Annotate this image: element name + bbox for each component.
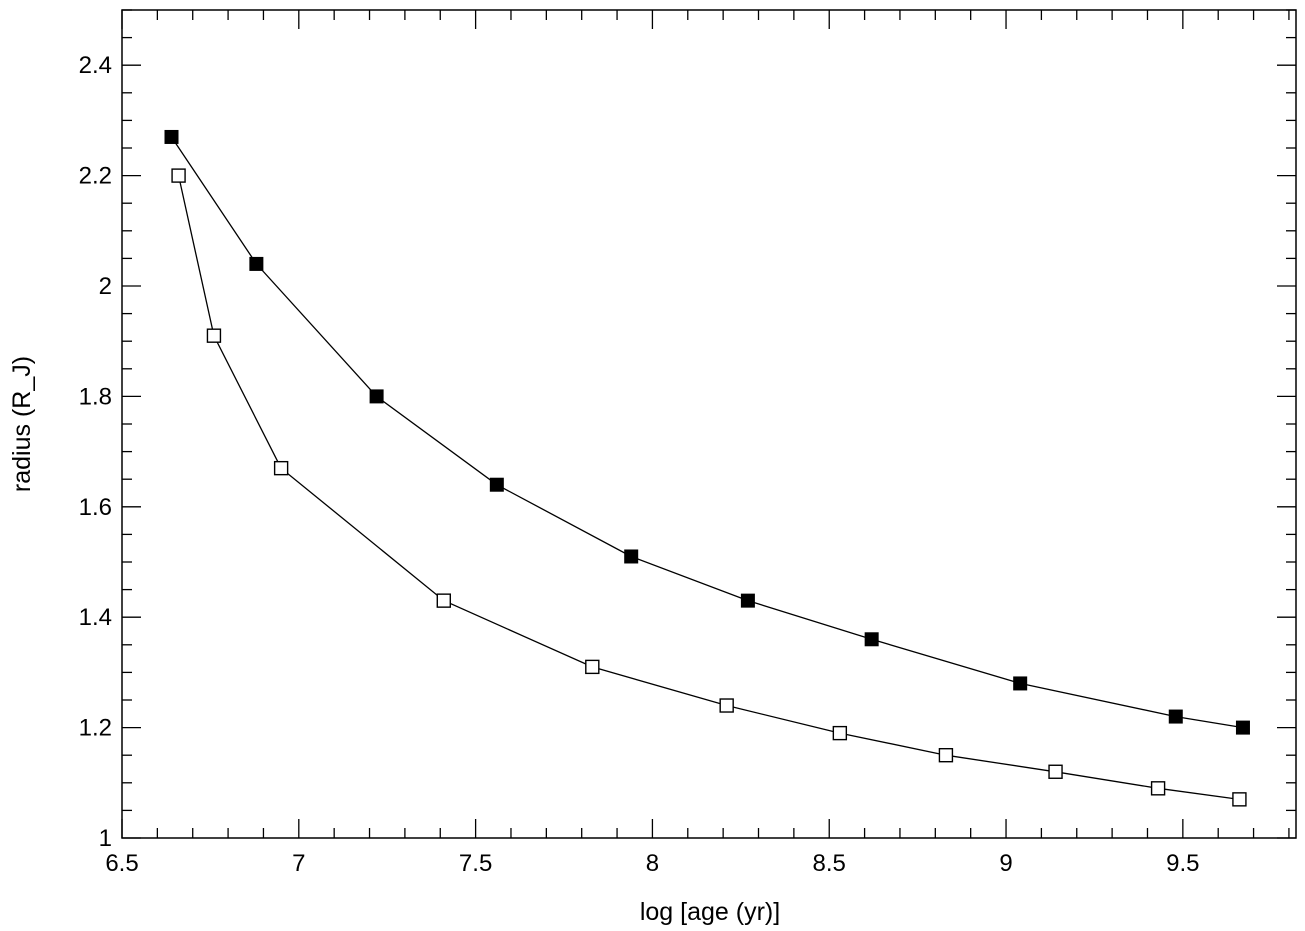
data-point <box>1048 764 1063 779</box>
tick-labels: 6.5 7 7.5 8 8.5 9 9.5 1 1.2 1.4 1.6 1.8 2 2.2 2.4 <box>79 52 1200 877</box>
data-point <box>1235 720 1250 735</box>
data-point <box>624 549 639 564</box>
data-point <box>864 632 879 647</box>
y-tick-label: 1.4 <box>79 604 112 631</box>
x-tick-label: 7.5 <box>459 850 492 877</box>
x-tick-label: 6.5 <box>105 850 138 877</box>
data-point <box>585 659 600 675</box>
data-point <box>369 389 384 404</box>
series-1 <box>164 129 1250 735</box>
data-point <box>832 725 848 741</box>
x-tick-label: 8 <box>646 850 659 877</box>
y-tick-label: 1 <box>99 825 112 852</box>
series <box>164 129 1250 807</box>
plot-frame <box>121 9 1297 839</box>
data-point <box>164 129 179 144</box>
data-point <box>273 460 289 476</box>
data-point <box>740 593 755 608</box>
data-point <box>1013 676 1028 691</box>
data-point <box>1150 781 1166 796</box>
y-tick-label: 1.2 <box>79 715 112 742</box>
y-tick-label: 1.6 <box>79 494 112 521</box>
data-point <box>436 593 451 608</box>
y-tick-label: 2 <box>99 273 112 300</box>
series-line <box>177 175 1240 801</box>
y-axis-label: radius (R_J) <box>8 356 36 492</box>
x-tick-label: 9 <box>999 850 1012 877</box>
data-point <box>1232 792 1247 807</box>
x-tick-label: 9.5 <box>1166 850 1199 877</box>
x-axis-label: log [age (yr)] <box>640 898 780 926</box>
x-tick-label: 7 <box>292 850 305 877</box>
series-2 <box>171 168 1247 807</box>
x-tick-label: 8.5 <box>813 850 846 877</box>
y-tick-label: 2.4 <box>79 52 112 79</box>
series-line <box>170 136 1244 729</box>
data-point <box>719 698 734 713</box>
plot-border <box>121 9 1297 839</box>
data-point <box>249 256 264 271</box>
data-point <box>206 328 222 343</box>
data-point <box>938 748 954 763</box>
axis-ticks <box>121 9 1296 839</box>
data-point <box>489 477 504 492</box>
data-point <box>1168 709 1183 724</box>
y-tick-label: 2.2 <box>79 163 112 190</box>
data-point <box>171 168 186 183</box>
y-tick-label: 1.8 <box>79 383 112 410</box>
